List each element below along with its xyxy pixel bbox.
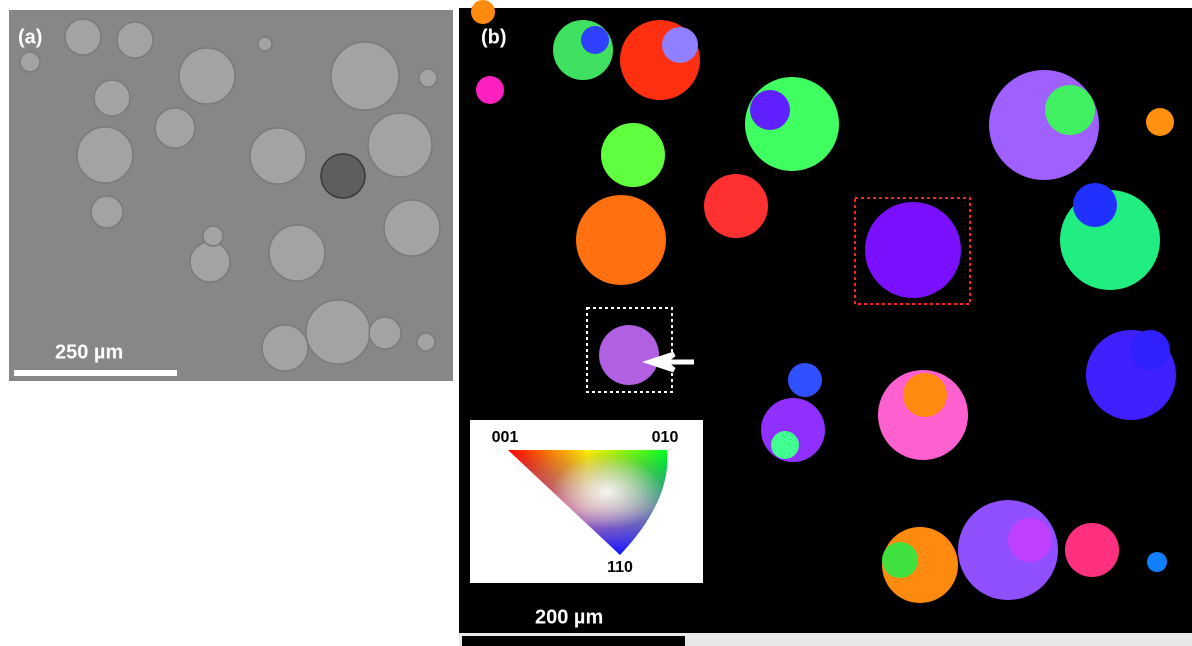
particle: [416, 332, 436, 352]
grain: [865, 202, 961, 298]
grain: [601, 123, 665, 187]
grain-patch: [662, 27, 698, 63]
particle: [257, 36, 273, 52]
particle: [93, 79, 131, 117]
particle: [383, 199, 441, 257]
sem-particles: [19, 18, 441, 372]
particle: [330, 41, 400, 111]
particle: [320, 153, 366, 199]
particle: [178, 47, 236, 105]
grain: [1065, 523, 1119, 577]
grain-patch: [581, 26, 609, 54]
grain-patch: [771, 431, 799, 459]
scale-bar-label: 200 µm: [535, 606, 603, 628]
grain: [471, 0, 495, 24]
grain: [788, 363, 822, 397]
particle: [268, 224, 326, 282]
particle: [76, 126, 134, 184]
particle: [154, 107, 196, 149]
particle: [249, 127, 307, 185]
highlight-box: [586, 307, 673, 393]
particle: [90, 195, 124, 229]
panel-label: (b): [481, 26, 507, 48]
particle: [116, 21, 154, 59]
particle: [261, 324, 309, 372]
grain: [1147, 552, 1167, 572]
grain-patch: [750, 90, 790, 130]
arrow: [642, 351, 694, 373]
grain: [704, 174, 768, 238]
grain-patch: [1045, 85, 1095, 135]
grain-patch: [1073, 183, 1117, 227]
grain-patch: [903, 373, 947, 417]
grain-patch: [882, 542, 918, 578]
highlight-box: [854, 197, 971, 305]
grain: [576, 195, 666, 285]
scale-bar-label: 250 µm: [55, 341, 123, 363]
particle: [367, 112, 433, 178]
particle: [368, 316, 402, 350]
grain: [476, 76, 504, 104]
scale-bar: [462, 636, 685, 646]
particle: [418, 68, 438, 88]
ebsd-grains: [471, 0, 1176, 603]
particle: [64, 18, 102, 56]
legend-label: 110: [607, 559, 633, 576]
particle: [305, 299, 371, 365]
panel-label: (a): [18, 26, 42, 48]
grain-patch: [1008, 518, 1052, 562]
grain: [599, 325, 659, 385]
legend-label: 010: [652, 429, 679, 446]
particle: [19, 51, 41, 73]
legend-label: 001: [492, 429, 519, 446]
scale-bar: [14, 370, 177, 376]
ipf-highlight: [508, 450, 668, 555]
particle: [202, 225, 224, 247]
grain-patch: [1130, 330, 1170, 370]
grain: [1146, 108, 1174, 136]
particle: [189, 241, 231, 283]
